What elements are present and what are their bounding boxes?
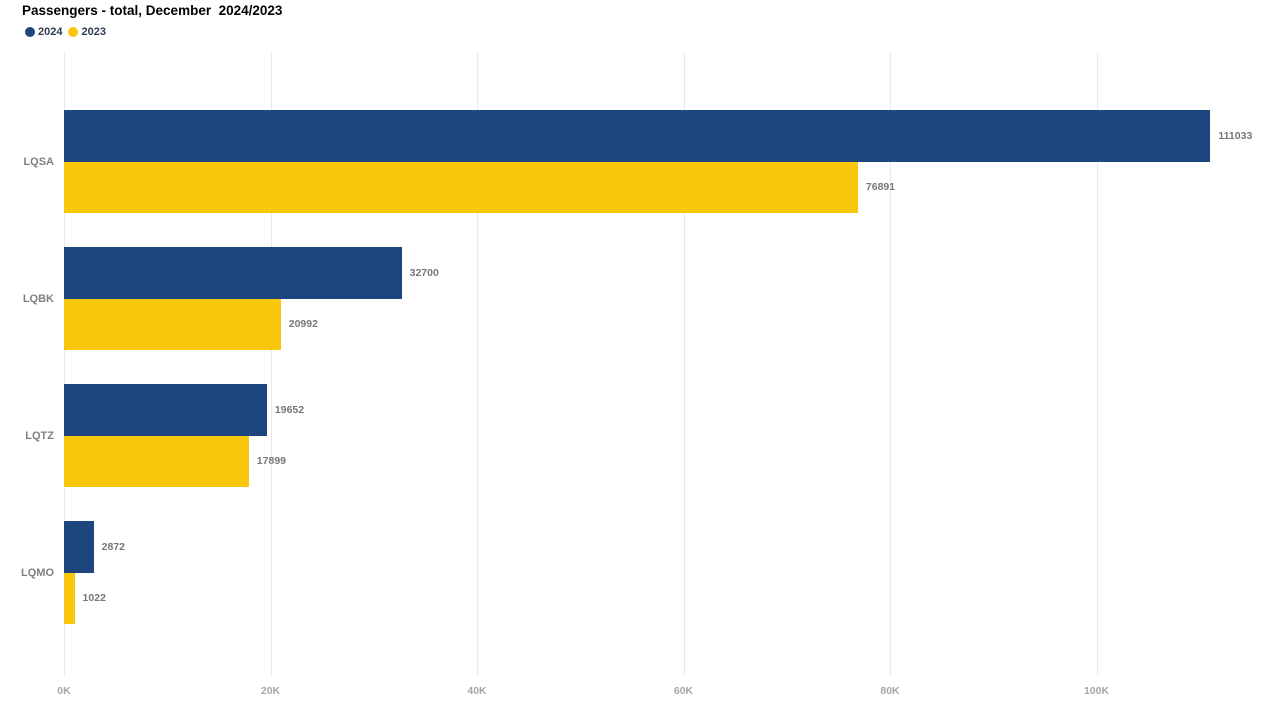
legend-item-2023[interactable]: 2023	[68, 26, 106, 38]
category-label-lqbk: LQBK	[22, 292, 54, 305]
gridline	[270, 53, 272, 675]
bar-2024-lqbk[interactable]	[64, 247, 402, 299]
value-label-2024-lqtz: 19652	[274, 403, 305, 416]
value-label-2023-lqbk: 20992	[288, 318, 318, 331]
category-label-lqmo: LQMO	[21, 566, 54, 579]
plot-area: 0K 20K 40K 60K 80K 100K LQSA 111033 76891 LQBK 327…	[21, 53, 1270, 697]
gridline	[1096, 53, 1098, 675]
x-axis-tick-label: 40K	[467, 685, 487, 697]
category-label-lqsa: LQSA	[23, 155, 54, 168]
value-label-2023-lqmo: 1022	[82, 592, 106, 605]
gridline	[683, 53, 685, 675]
bar-2023-lqtz[interactable]	[64, 435, 249, 487]
value-label-2023-lqsa: 76891	[865, 181, 896, 194]
legend-item-2024[interactable]: 2024	[25, 26, 62, 38]
bar-group-lqmo: LQMO 2872 1022	[21, 521, 1270, 624]
legend-item-label: 2023	[81, 26, 106, 38]
bar-2023-lqmo[interactable]	[64, 572, 75, 624]
value-label-2024-lqsa: 111033	[1218, 129, 1253, 142]
bar-group-lqbk: LQBK 32700 20992	[23, 247, 1270, 350]
chart-title: Passengers - total, December 2024/2023	[22, 3, 283, 18]
legend-dot-icon	[25, 27, 35, 37]
legend-item-label: 2024	[38, 26, 63, 38]
gridline	[890, 53, 891, 675]
bar-2024-lqmo[interactable]	[64, 521, 94, 573]
gridline	[477, 53, 478, 675]
bar-group-lqsa: LQSA 111033 76891	[23, 110, 1270, 213]
x-axis-tick-label: 0K	[57, 685, 71, 697]
bar-2023-lqsa[interactable]	[64, 161, 858, 213]
value-label-2023-lqtz: 17899	[256, 455, 286, 468]
gridline	[64, 53, 65, 675]
x-axis-tick-label: 60K	[673, 685, 694, 697]
bar-2023-lqbk[interactable]	[64, 298, 281, 350]
bar-2024-lqtz[interactable]	[64, 384, 267, 436]
bar-group-lqtz: LQTZ 19652 17899	[25, 384, 1270, 487]
x-axis-tick-label: 80K	[880, 685, 900, 697]
x-axis-tick-label: 100K	[1083, 685, 1110, 697]
x-axis-tick-label: 20K	[260, 685, 281, 697]
value-label-2024-lqmo: 2872	[101, 540, 125, 553]
legend: 2024 2023	[25, 26, 106, 38]
category-label-lqtz: LQTZ	[25, 429, 54, 442]
value-label-2024-lqbk: 32700	[409, 266, 439, 279]
legend-dot-icon	[68, 27, 79, 37]
bar-2024-lqsa[interactable]	[64, 110, 1211, 162]
